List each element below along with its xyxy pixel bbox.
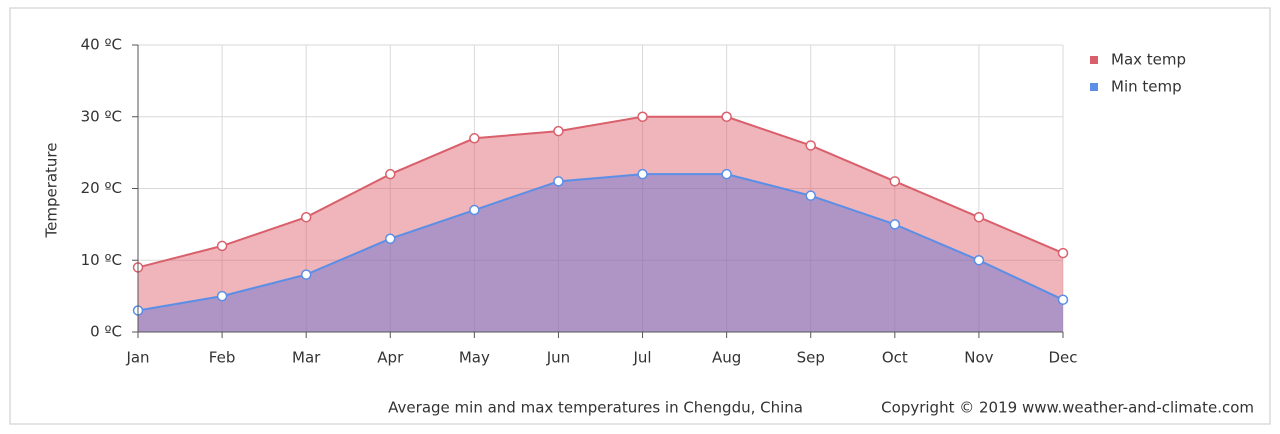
area: [138, 116, 1063, 332]
point: [216, 290, 228, 302]
y-tick-label: 30 ºC: [81, 107, 122, 125]
x-tick-label: Oct: [882, 349, 908, 367]
caption: Average min and max temperatures in Chen…: [388, 399, 803, 417]
x-tick-label: Jan: [125, 349, 149, 367]
x-tick-label: Mar: [292, 349, 321, 367]
x-tick-label: Sep: [797, 349, 825, 367]
copyright: Copyright © 2019 www.weather-and-climate…: [881, 399, 1254, 417]
point: [553, 125, 564, 137]
legend-swatch: [1090, 83, 1098, 91]
point: [637, 111, 648, 122]
area: [138, 174, 1063, 332]
x-tick-label: Feb: [209, 349, 236, 367]
point: [805, 190, 816, 201]
point: [721, 111, 732, 122]
y-axis-label: Temperature: [43, 142, 61, 238]
point: [300, 211, 312, 223]
line: [137, 115, 1064, 269]
legend-label: Max temp: [1111, 51, 1186, 69]
x-tick-label: Jul: [632, 349, 651, 367]
point: [553, 176, 564, 187]
x-tick-label: Nov: [964, 349, 993, 367]
frame: [9, 7, 1271, 425]
point: [216, 240, 228, 252]
point: [469, 133, 480, 144]
point: [721, 168, 732, 180]
x-tick-label: Apr: [377, 349, 404, 367]
x-tick-label: Jun: [546, 349, 570, 367]
point: [1057, 247, 1069, 259]
point: [889, 219, 901, 230]
point: [973, 211, 985, 223]
y-tick-label: 10 ºC: [81, 251, 122, 269]
point: [973, 255, 985, 266]
point: [300, 269, 312, 280]
point: [469, 204, 480, 216]
point: [1057, 294, 1069, 305]
point: [805, 140, 816, 151]
y-tick-label: 40 ºC: [81, 36, 122, 54]
y-tick-label: 20 ºC: [81, 179, 122, 197]
point: [385, 233, 396, 244]
point: [385, 168, 396, 180]
point: [889, 176, 901, 187]
x-tick-label: May: [459, 349, 490, 367]
y-tick-label: 0 ºC: [90, 323, 122, 341]
point: [637, 168, 648, 180]
x-tick-label: Aug: [712, 349, 741, 367]
line: [137, 173, 1064, 312]
legend-swatch: [1090, 56, 1098, 64]
x-tick-label: Dec: [1048, 349, 1077, 367]
legend-label: Min temp: [1111, 78, 1182, 96]
